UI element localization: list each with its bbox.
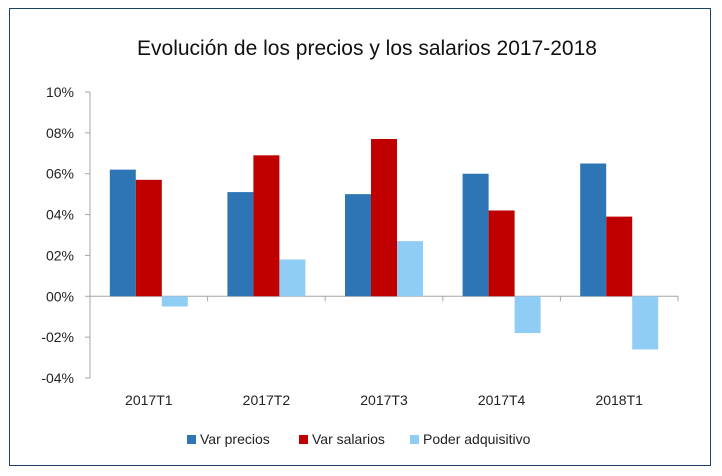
bar-poder-adquisitivo-2017t4 xyxy=(514,296,541,334)
bar-var-salarios-2018t1 xyxy=(606,216,633,297)
bars-group xyxy=(109,138,659,350)
y-tick-label: 10% xyxy=(46,84,74,100)
y-tick-label: 00% xyxy=(46,288,74,304)
x-tick-label: 2017T4 xyxy=(478,392,526,408)
y-tick-label: 02% xyxy=(46,247,74,263)
y-tick-label: -04% xyxy=(41,370,74,386)
bar-var-precios-2017t4 xyxy=(462,173,489,297)
legend: Var precios Var salarios Poder adquisitivo xyxy=(187,431,531,447)
x-tick-label: 2018T1 xyxy=(595,392,643,408)
bar-poder-adquisitivo-2017t3 xyxy=(397,241,423,297)
bar-var-precios-2018t1 xyxy=(580,163,607,297)
y-tick-label: 08% xyxy=(46,125,74,141)
y-axis: 10% 08% 06% 04% 02% 00% -02% -04% xyxy=(41,84,91,386)
legend-swatch-var-salarios xyxy=(299,435,308,444)
bar-var-precios-2017t3 xyxy=(345,194,371,297)
bar-var-salarios-2017t4 xyxy=(488,210,515,297)
legend-label-var-precios: Var precios xyxy=(200,431,270,447)
x-tick-label: 2017T3 xyxy=(360,392,408,408)
bar-poder-adquisitivo-2018t1 xyxy=(632,296,659,350)
x-tick-label: 2017T1 xyxy=(125,392,173,408)
y-tick-label: 06% xyxy=(46,166,74,182)
bar-var-salarios-2017t2 xyxy=(253,155,280,297)
bar-var-salarios-2017t1 xyxy=(135,179,162,297)
bar-var-salarios-2017t3 xyxy=(371,138,397,297)
legend-label-var-salarios: Var salarios xyxy=(312,431,385,447)
bar-poder-adquisitivo-2017t2 xyxy=(279,259,306,297)
x-tick-label: 2017T2 xyxy=(243,392,291,408)
legend-swatch-var-precios xyxy=(187,435,196,444)
bar-poder-adquisitivo-2017t1 xyxy=(161,296,188,307)
bar-var-precios-2017t1 xyxy=(109,169,136,297)
y-tick-label: 04% xyxy=(46,207,74,223)
legend-label-poder-adquisitivo: Poder adquisitivo xyxy=(423,431,531,447)
x-tick-labels: 2017T1 2017T2 2017T3 2017T4 2018T1 xyxy=(125,392,643,408)
bar-var-precios-2017t2 xyxy=(227,192,254,297)
chart-title: Evolución de los precios y los salarios … xyxy=(137,37,597,60)
legend-swatch-poder-adquisitivo xyxy=(410,435,419,444)
y-tick-label: -02% xyxy=(41,329,74,345)
